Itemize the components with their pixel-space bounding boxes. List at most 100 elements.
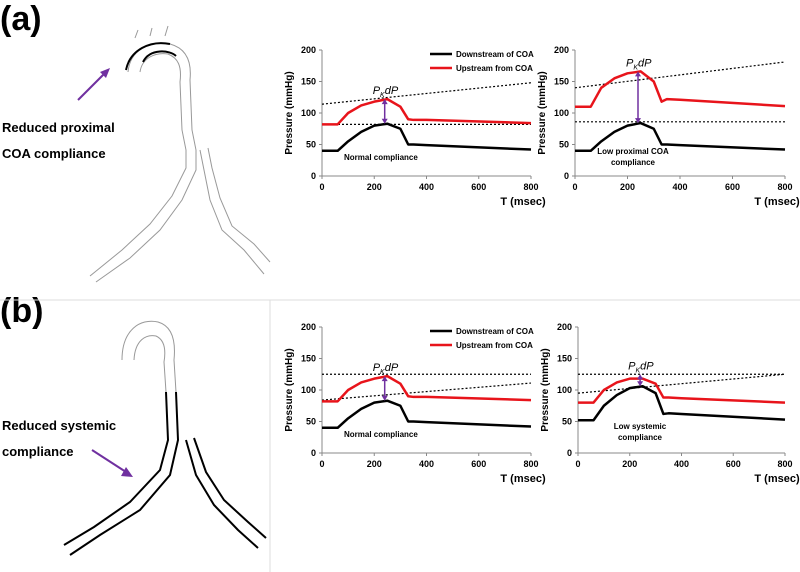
- x-tick-label: 800: [523, 459, 538, 469]
- x-axis-title: T (msec): [754, 473, 800, 485]
- x-axis-title: T (msec): [500, 473, 546, 485]
- x-tick-label: 200: [620, 182, 635, 192]
- pk-label-part: dP: [385, 362, 399, 374]
- x-tick-label: 0: [319, 459, 324, 469]
- annotation: Low systemic: [614, 422, 667, 431]
- pk-label-part: P: [373, 85, 381, 97]
- annotation: compliance: [618, 433, 663, 442]
- pk-label: PKdP: [626, 57, 652, 71]
- pk-label: PKdP: [373, 362, 399, 376]
- line-series: [575, 70, 786, 108]
- reference-line: [574, 61, 786, 89]
- arrow-head: [637, 381, 644, 387]
- x-tick-label: 200: [622, 459, 637, 469]
- caption: Reduced systemic: [2, 418, 116, 433]
- y-tick-label: 50: [562, 417, 572, 427]
- aorta-diagram: [89, 25, 271, 283]
- aorta-diagram: [63, 391, 267, 556]
- reference-line: [577, 373, 786, 394]
- legend-label: Upstream from COA: [456, 64, 533, 73]
- arrow-head: [381, 118, 388, 124]
- pk-label-part: dP: [640, 360, 654, 372]
- arrow: [77, 68, 110, 101]
- legend-label: Downstream of COA: [456, 50, 534, 59]
- arrow-head: [381, 99, 388, 105]
- x-tick-label: 800: [777, 182, 792, 192]
- pk-label-part: K: [635, 367, 640, 374]
- x-tick-label: 200: [367, 459, 382, 469]
- pk-label-part: P: [373, 362, 381, 374]
- y-tick-label: 0: [311, 448, 316, 458]
- y-tick-label: 150: [557, 354, 572, 364]
- line-series: [575, 121, 786, 153]
- y-axis-title: Pressure (mmHg): [284, 71, 295, 154]
- x-tick-label: 800: [523, 182, 538, 192]
- caption: Reduced proximal: [2, 120, 115, 135]
- y-axis-title: Pressure (mmHg): [540, 348, 551, 431]
- y-tick-label: 100: [554, 108, 569, 118]
- pk-label-part: K: [380, 369, 385, 376]
- line-series: [322, 97, 532, 126]
- pk-label-part: dP: [638, 57, 652, 69]
- arrow-head: [381, 395, 388, 401]
- line-series: [322, 374, 532, 403]
- x-tick-label: 600: [471, 459, 486, 469]
- pk-label: PKdP: [373, 85, 399, 99]
- line-series: [322, 122, 532, 153]
- y-axis-title: Pressure (mmHg): [284, 348, 295, 431]
- arrow-head: [637, 374, 644, 380]
- y-tick-label: 150: [301, 354, 316, 364]
- x-tick-label: 400: [674, 459, 689, 469]
- y-tick-label: 0: [311, 171, 316, 181]
- y-tick-label: 100: [301, 108, 316, 118]
- x-tick-label: 400: [672, 182, 687, 192]
- pk-label-part: P: [626, 57, 634, 69]
- arrow-head: [381, 376, 388, 382]
- reference-line: [321, 82, 532, 105]
- legend-label: Downstream of COA: [456, 327, 534, 336]
- y-tick-label: 200: [301, 45, 316, 55]
- pk-label: PKdP: [628, 360, 654, 374]
- y-tick-label: 100: [557, 385, 572, 395]
- x-tick-label: 400: [419, 459, 434, 469]
- line-series: [578, 377, 786, 404]
- x-tick-label: 0: [575, 459, 580, 469]
- arrow-head: [635, 71, 641, 77]
- y-tick-label: 150: [554, 77, 569, 87]
- annotation: compliance: [611, 158, 656, 167]
- caption: compliance: [2, 444, 74, 459]
- x-tick-label: 0: [319, 182, 324, 192]
- panel-label: (a): [0, 0, 42, 38]
- y-tick-label: 200: [301, 322, 316, 332]
- line-series: [578, 384, 786, 422]
- annotation: Low proximal COA: [597, 147, 669, 156]
- x-tick-label: 600: [471, 182, 486, 192]
- y-axis-title: Pressure (mmHg): [537, 71, 548, 154]
- reference-line: [321, 382, 532, 401]
- aorta-diagram: [121, 320, 177, 393]
- y-tick-label: 50: [559, 140, 569, 150]
- pk-label-part: P: [628, 360, 636, 372]
- arrow: [91, 449, 133, 477]
- arrow-head: [635, 118, 641, 124]
- y-tick-label: 200: [557, 322, 572, 332]
- pk-label-part: K: [633, 64, 638, 71]
- y-tick-label: 150: [301, 77, 316, 87]
- x-axis-title: T (msec): [754, 196, 800, 208]
- y-tick-label: 0: [564, 171, 569, 181]
- y-tick-label: 100: [301, 385, 316, 395]
- annotation: Normal compliance: [344, 430, 418, 439]
- legend-label: Upstream from COA: [456, 341, 533, 350]
- x-axis-title: T (msec): [500, 196, 546, 208]
- x-tick-label: 200: [367, 182, 382, 192]
- y-tick-label: 50: [306, 140, 316, 150]
- y-tick-label: 0: [567, 448, 572, 458]
- pk-label-part: dP: [385, 85, 399, 97]
- x-tick-label: 600: [726, 459, 741, 469]
- pk-label-part: K: [380, 92, 385, 99]
- line-series: [322, 399, 532, 430]
- aorta-arch: [125, 42, 177, 71]
- x-tick-label: 600: [725, 182, 740, 192]
- annotation: Normal compliance: [344, 153, 418, 162]
